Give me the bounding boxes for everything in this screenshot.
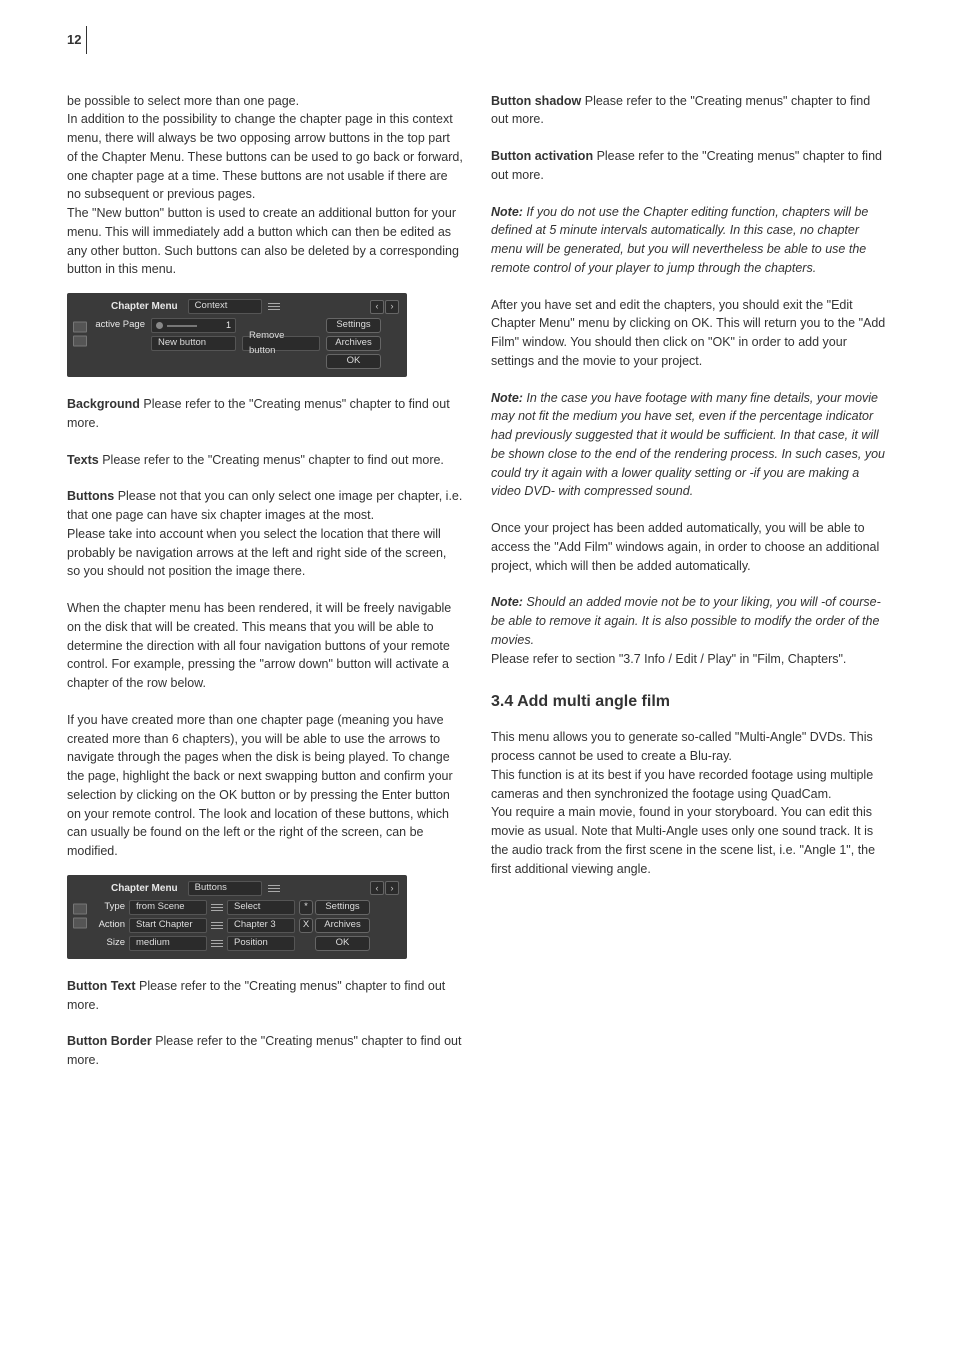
body-text: Please refer to section "3.7 Info / Edit… bbox=[491, 650, 887, 669]
note-text: Note: In the case you have footage with … bbox=[491, 389, 887, 502]
ok-button[interactable]: OK bbox=[315, 936, 370, 951]
action-dropdown[interactable]: Start Chapter bbox=[129, 918, 207, 933]
menu-icon[interactable] bbox=[211, 920, 223, 930]
body-text: Background Please refer to the "Creating… bbox=[67, 395, 463, 433]
select-field[interactable]: Select bbox=[227, 900, 295, 915]
remove-button-field[interactable]: Remove button bbox=[242, 336, 320, 351]
size-label: Size bbox=[93, 936, 125, 950]
panel-title: Chapter Menu bbox=[111, 881, 178, 896]
note-head: Note: bbox=[491, 205, 523, 219]
page-number: 12 bbox=[67, 30, 81, 50]
menu-icon[interactable] bbox=[268, 302, 280, 312]
subsection-head: Button Border bbox=[67, 1034, 152, 1048]
thumbnail bbox=[73, 917, 87, 928]
right-column: Button shadow Please refer to the "Creat… bbox=[491, 92, 887, 1070]
subsection-head: Button Text bbox=[67, 979, 136, 993]
note-head: Note: bbox=[491, 391, 523, 405]
body-text: Buttons Please not that you can only sel… bbox=[67, 487, 463, 525]
body-text: Once your project has been added automat… bbox=[491, 519, 887, 575]
two-column-layout: be possible to select more than one page… bbox=[67, 92, 887, 1070]
prev-page-button[interactable]: ‹ bbox=[370, 300, 384, 314]
menu-icon[interactable] bbox=[211, 938, 223, 948]
body-text: Note: Should an added movie not be to yo… bbox=[491, 593, 887, 649]
thumbnail bbox=[73, 903, 87, 914]
body-text: In addition to the possibility to change… bbox=[67, 110, 463, 204]
body-text: Please take into account when you select… bbox=[67, 525, 463, 581]
body-text: Button activation Please refer to the "C… bbox=[491, 147, 887, 185]
body-text: This menu allows you to generate so-call… bbox=[491, 728, 887, 766]
thumbnail bbox=[73, 336, 87, 347]
tab-dropdown[interactable]: Buttons bbox=[188, 881, 262, 896]
body-text: After you have set and edit the chapters… bbox=[491, 296, 887, 371]
body-text: be possible to select more than one page… bbox=[67, 92, 463, 111]
body-text: When the chapter menu has been rendered,… bbox=[67, 599, 463, 693]
active-page-label: active Page bbox=[93, 318, 145, 332]
settings-button[interactable]: Settings bbox=[326, 318, 381, 333]
note-head: Note: bbox=[491, 595, 523, 609]
body-text: Button shadow Please refer to the "Creat… bbox=[491, 92, 887, 130]
type-dropdown[interactable]: from Scene bbox=[129, 900, 207, 915]
tab-dropdown[interactable]: Context bbox=[188, 299, 262, 314]
prev-page-button[interactable]: ‹ bbox=[370, 881, 384, 895]
ok-button[interactable]: OK bbox=[326, 354, 381, 369]
star-button[interactable]: * bbox=[299, 900, 313, 915]
body-text: If you have created more than one chapte… bbox=[67, 711, 463, 861]
subsection-head: Texts bbox=[67, 453, 99, 467]
next-page-button[interactable]: › bbox=[385, 300, 399, 314]
action-label: Action bbox=[93, 918, 125, 932]
active-page-slider[interactable]: 1 bbox=[151, 318, 236, 333]
body-text: Texts Please refer to the "Creating menu… bbox=[67, 451, 463, 470]
ui-screenshot-buttons: Chapter Menu Buttons ‹ › Type from Scene… bbox=[67, 875, 407, 959]
section-heading: 3.4 Add multi angle film bbox=[491, 690, 887, 714]
new-button-field[interactable]: New button bbox=[151, 336, 236, 351]
subsection-head: Button activation bbox=[491, 149, 593, 163]
chapter-field[interactable]: Chapter 3 bbox=[227, 918, 295, 933]
body-text: You require a main movie, found in your … bbox=[491, 803, 887, 878]
delete-button[interactable]: X bbox=[299, 918, 313, 933]
archives-button[interactable]: Archives bbox=[326, 336, 381, 351]
body-text: Button Border Please refer to the "Creat… bbox=[67, 1032, 463, 1070]
archives-button[interactable]: Archives bbox=[315, 918, 370, 933]
note-text: Note: If you do not use the Chapter edit… bbox=[491, 203, 887, 278]
next-page-button[interactable]: › bbox=[385, 881, 399, 895]
body-text: The "New button" button is used to creat… bbox=[67, 204, 463, 279]
panel-title: Chapter Menu bbox=[111, 299, 178, 314]
thumbnail-stack bbox=[73, 903, 87, 928]
body-text: This function is at its best if you have… bbox=[491, 766, 887, 804]
thumbnail bbox=[73, 322, 87, 333]
size-dropdown[interactable]: medium bbox=[129, 936, 207, 951]
left-column: be possible to select more than one page… bbox=[67, 92, 463, 1070]
thumbnail-stack bbox=[73, 322, 87, 347]
subsection-head: Buttons bbox=[67, 489, 114, 503]
settings-button[interactable]: Settings bbox=[315, 900, 370, 915]
body-text: Button Text Please refer to the "Creatin… bbox=[67, 977, 463, 1015]
menu-icon[interactable] bbox=[268, 883, 280, 893]
menu-icon[interactable] bbox=[211, 902, 223, 912]
type-label: Type bbox=[93, 900, 125, 914]
position-field[interactable]: Position bbox=[227, 936, 295, 951]
ui-screenshot-context: Chapter Menu Context ‹ › active Page 1 bbox=[67, 293, 407, 377]
subsection-head: Background bbox=[67, 397, 140, 411]
subsection-head: Button shadow bbox=[491, 94, 581, 108]
